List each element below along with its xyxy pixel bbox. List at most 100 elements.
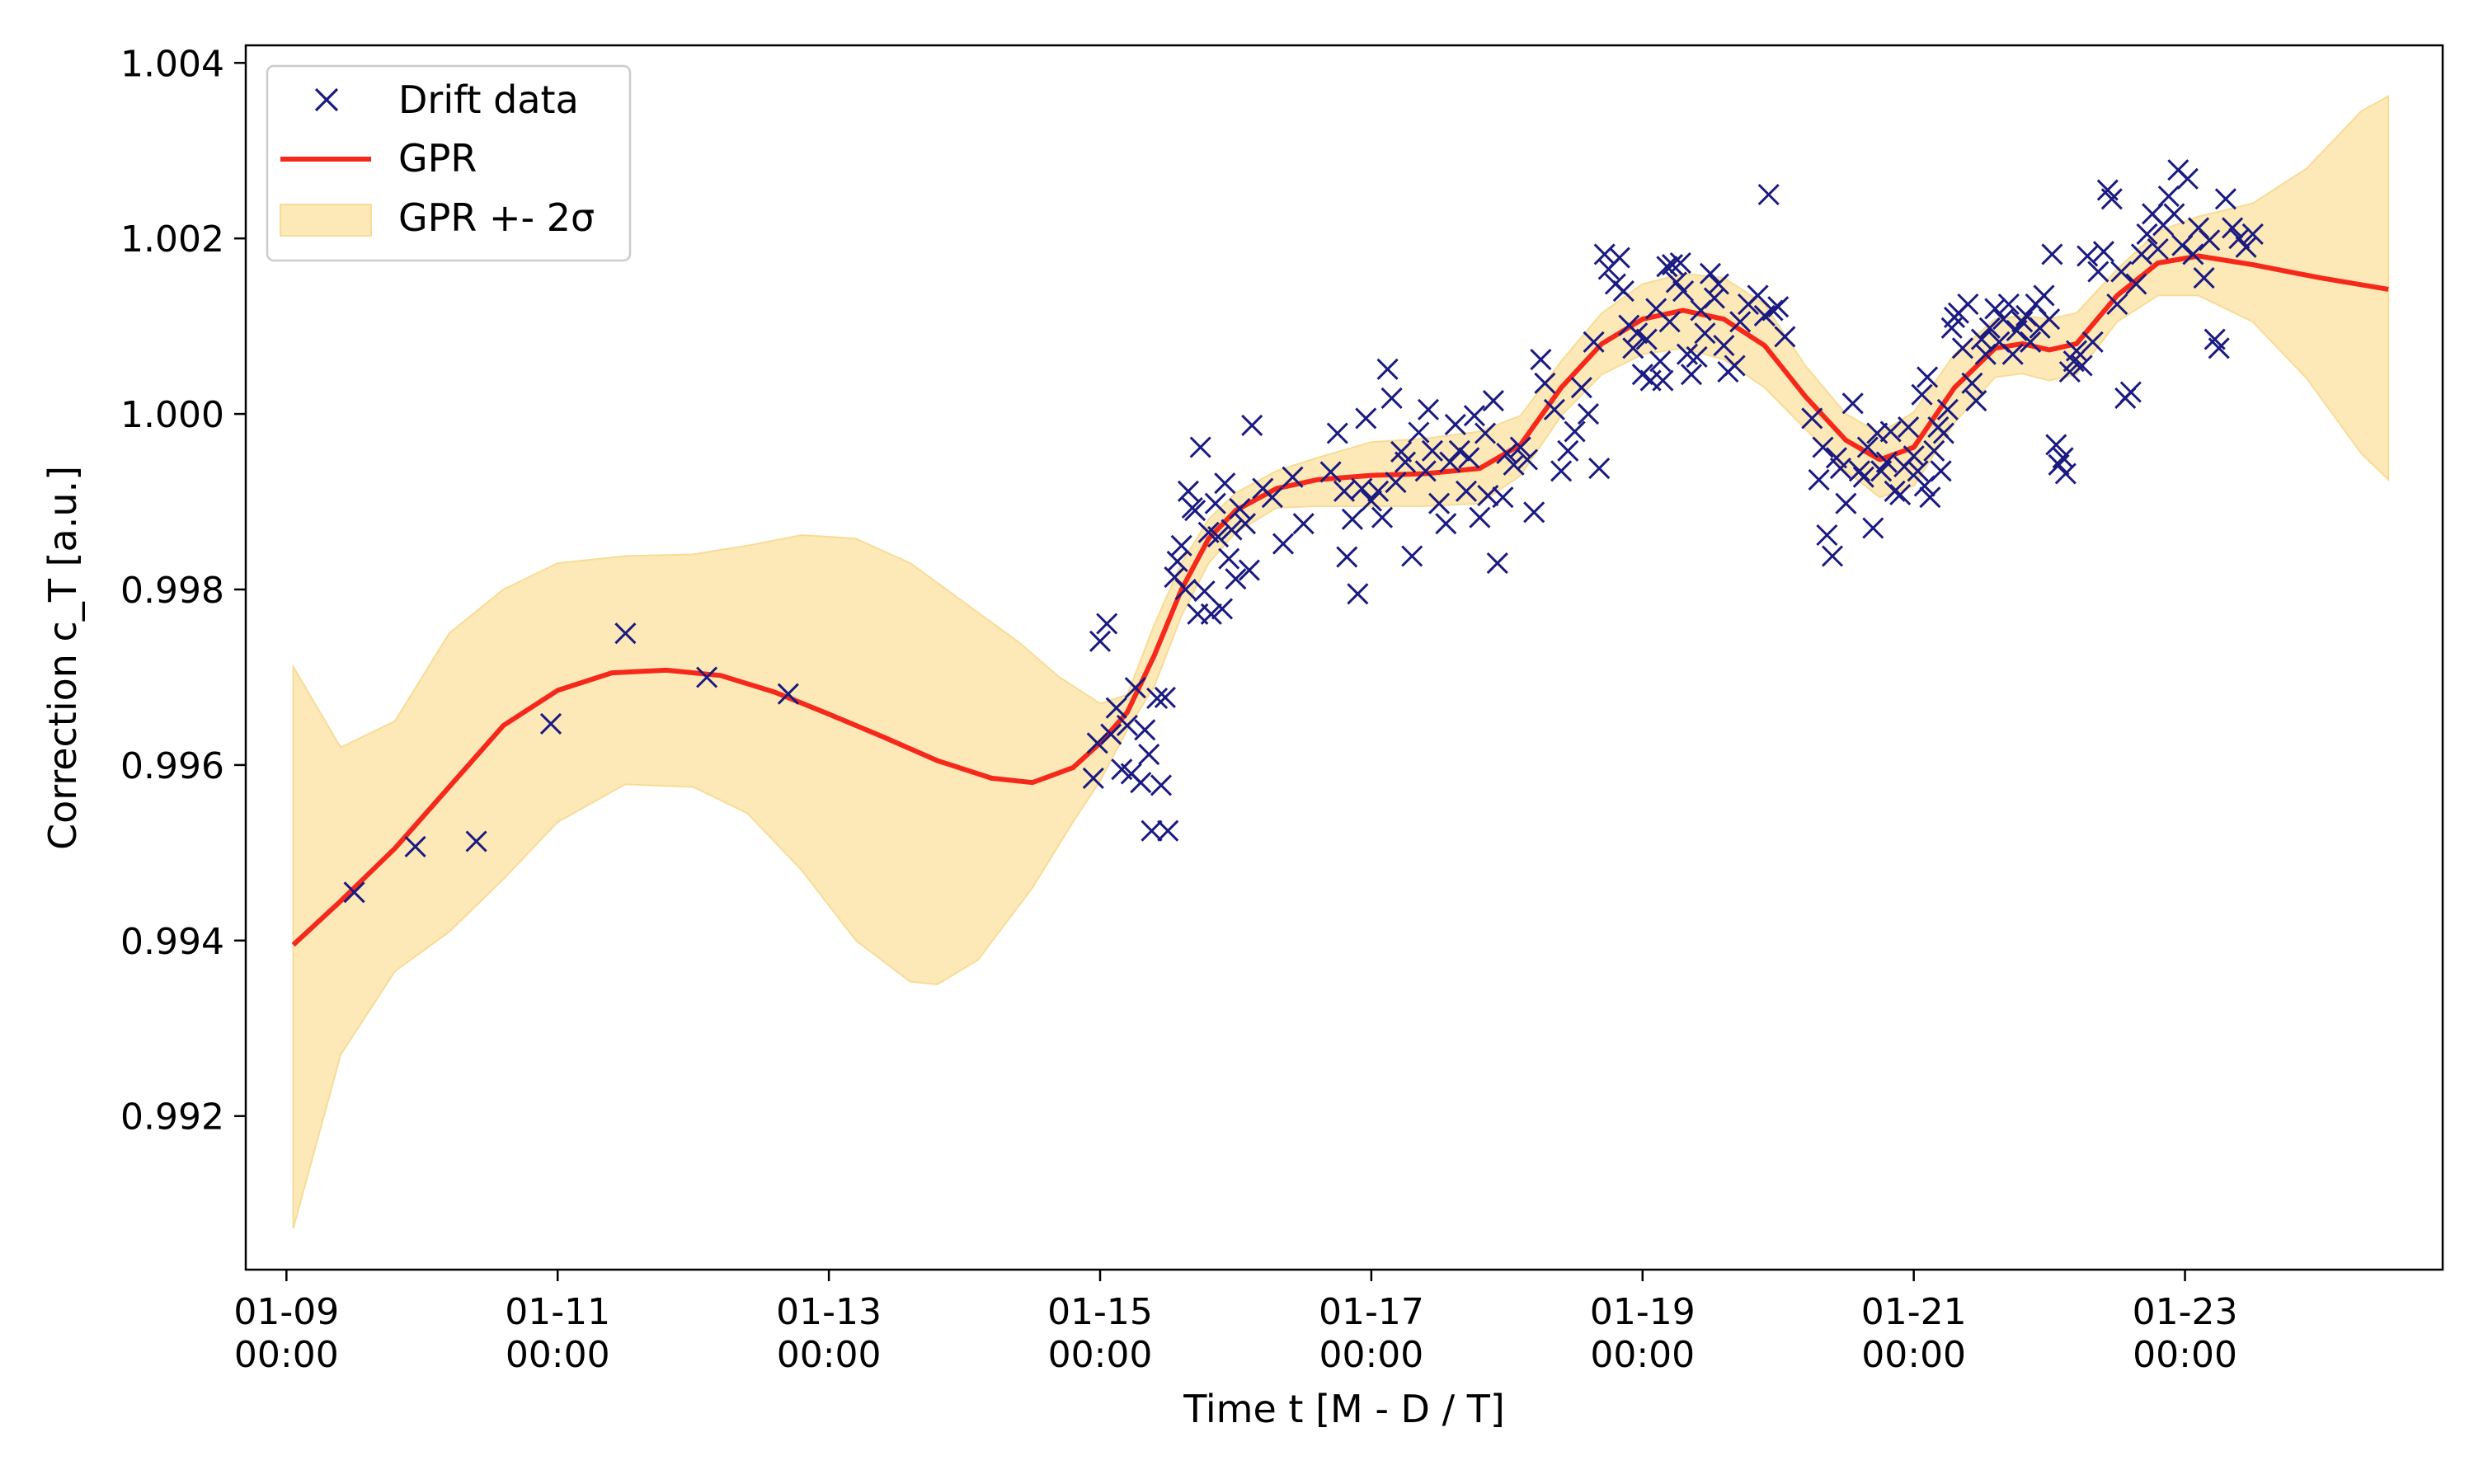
drift-data-point xyxy=(1347,583,1369,605)
drift-data-point xyxy=(1282,466,1304,488)
x-tick-label-time: 00:00 xyxy=(777,1334,882,1376)
drift-data-point xyxy=(1543,398,1565,420)
drift-data-point xyxy=(1884,480,1906,502)
drift-data-point xyxy=(1225,568,1247,590)
drift-data-point xyxy=(1965,390,1987,412)
drift-data-point xyxy=(1852,466,1874,488)
drift-data-point xyxy=(1672,280,1695,303)
drift-data-point xyxy=(1238,559,1260,581)
drift-data-point xyxy=(1767,296,1790,318)
drift-data-point xyxy=(1096,613,1118,635)
y-tick-label: 1.004 xyxy=(120,43,224,85)
drift-data-point xyxy=(2087,261,2109,283)
drift-data-point xyxy=(1241,414,1263,436)
drift-data-point xyxy=(1997,293,2020,316)
drift-data-point xyxy=(1917,366,1939,388)
x-tick-label-time: 00:00 xyxy=(1861,1334,1966,1376)
drift-data-point xyxy=(2110,261,2133,283)
drift-data-point xyxy=(465,830,487,852)
drift-data-point xyxy=(2039,308,2061,331)
drift-data-point xyxy=(1635,328,1658,350)
drift-data-point xyxy=(1978,317,2001,339)
drift-data-point xyxy=(1829,458,1851,480)
drift-data-point xyxy=(1907,460,1929,482)
drift-data-point xyxy=(1951,337,1973,359)
drift-data-point xyxy=(1177,480,1199,502)
drift-data-point xyxy=(1550,460,1573,482)
drift-data-point xyxy=(1207,526,1230,548)
x-tick-label-date: 01-21 xyxy=(1861,1291,1967,1333)
drift-data-point xyxy=(1371,506,1394,528)
drift-data-point xyxy=(1936,398,1959,420)
drift-data-point xyxy=(1141,819,1163,842)
drift-data-point xyxy=(1530,349,1552,371)
drift-data-point xyxy=(1193,580,1216,603)
x-tick-label-date: 01-23 xyxy=(2133,1291,2238,1333)
drift-data-point xyxy=(1439,451,1461,473)
drift-data-point xyxy=(2081,331,2104,353)
drift-data-point xyxy=(1319,461,1342,483)
legend-label-gpr-band: GPR +- 2σ xyxy=(398,195,595,240)
x-tick-label-time: 00:00 xyxy=(2133,1334,2237,1376)
drift-data-point xyxy=(1341,508,1363,530)
drift-data-point xyxy=(1757,183,1780,206)
drift-data-point xyxy=(1669,251,1691,275)
x-tick-label-time: 00:00 xyxy=(1048,1334,1153,1376)
drift-data-point xyxy=(1200,603,1222,625)
drift-data-point xyxy=(2092,241,2114,263)
x-tick-label-time: 00:00 xyxy=(1319,1334,1423,1376)
drift-data-point xyxy=(1492,486,1514,509)
drift-data-point xyxy=(1089,630,1112,652)
y-axis-ticks: 0.992 0.994 0.996 0.998 1.000 1.002 1.004 xyxy=(120,43,246,1139)
drift-data-point xyxy=(1835,492,1857,514)
drift-data-point xyxy=(2045,434,2067,456)
y-tick-label: 1.002 xyxy=(120,218,224,261)
drift-data-point xyxy=(1729,311,1752,333)
drift-data-point xyxy=(2182,243,2204,265)
drift-data-point xyxy=(1355,407,1377,430)
drift-data-point xyxy=(1841,392,1864,415)
drift-data-point xyxy=(1401,545,1423,567)
drift-data-point xyxy=(1724,355,1746,377)
drift-data-point xyxy=(1816,524,1838,547)
drift-data-point xyxy=(1686,345,1708,368)
drift-data-point xyxy=(1626,322,1649,345)
drift-data-point xyxy=(1713,335,1735,357)
x-tick-label-date: 01-17 xyxy=(1319,1291,1424,1333)
drift-data-point xyxy=(1204,492,1226,514)
drift-data-point xyxy=(1229,498,1251,520)
x-tick-label-date: 01-09 xyxy=(233,1291,339,1333)
drift-data-point xyxy=(1166,550,1188,572)
drift-data-point xyxy=(1516,448,1539,471)
legend-entry-drift-data: Drift data xyxy=(314,77,579,122)
x-tick-label-date: 01-15 xyxy=(1047,1291,1153,1333)
drift-data-point xyxy=(2054,463,2077,485)
drift-data-point xyxy=(2001,343,2024,365)
drift-data-point xyxy=(2136,223,2158,245)
drift-data-point xyxy=(696,666,718,688)
drift-data-point xyxy=(1154,686,1176,708)
drift-data-point xyxy=(2193,267,2215,289)
drift-data-point xyxy=(1821,545,1844,567)
drift-data-point xyxy=(1509,436,1531,458)
drift-data-point xyxy=(1889,483,1912,506)
drift-data-point xyxy=(1100,723,1122,745)
drift-data-point xyxy=(2033,284,2055,307)
drift-data-point xyxy=(1496,442,1518,465)
drift-data-point xyxy=(1428,492,1451,514)
drift-data-point xyxy=(1984,298,2006,320)
drift-data-point xyxy=(2065,340,2088,362)
legend-label-gpr: GPR xyxy=(398,136,477,181)
drift-data-point xyxy=(2171,234,2194,256)
drift-data-point xyxy=(1272,533,1295,555)
drift-data-point xyxy=(1333,480,1356,502)
drift-data-point xyxy=(1482,390,1504,412)
drift-data-point xyxy=(1930,460,1952,482)
drift-data-point xyxy=(1680,364,1703,386)
drift-data-point xyxy=(1875,451,1898,473)
drift-data-point xyxy=(1408,421,1430,444)
drift-data-point xyxy=(777,683,799,705)
drift-data-point xyxy=(1435,513,1457,535)
drift-data-point xyxy=(2041,243,2063,265)
drift-data-point xyxy=(1503,453,1525,476)
